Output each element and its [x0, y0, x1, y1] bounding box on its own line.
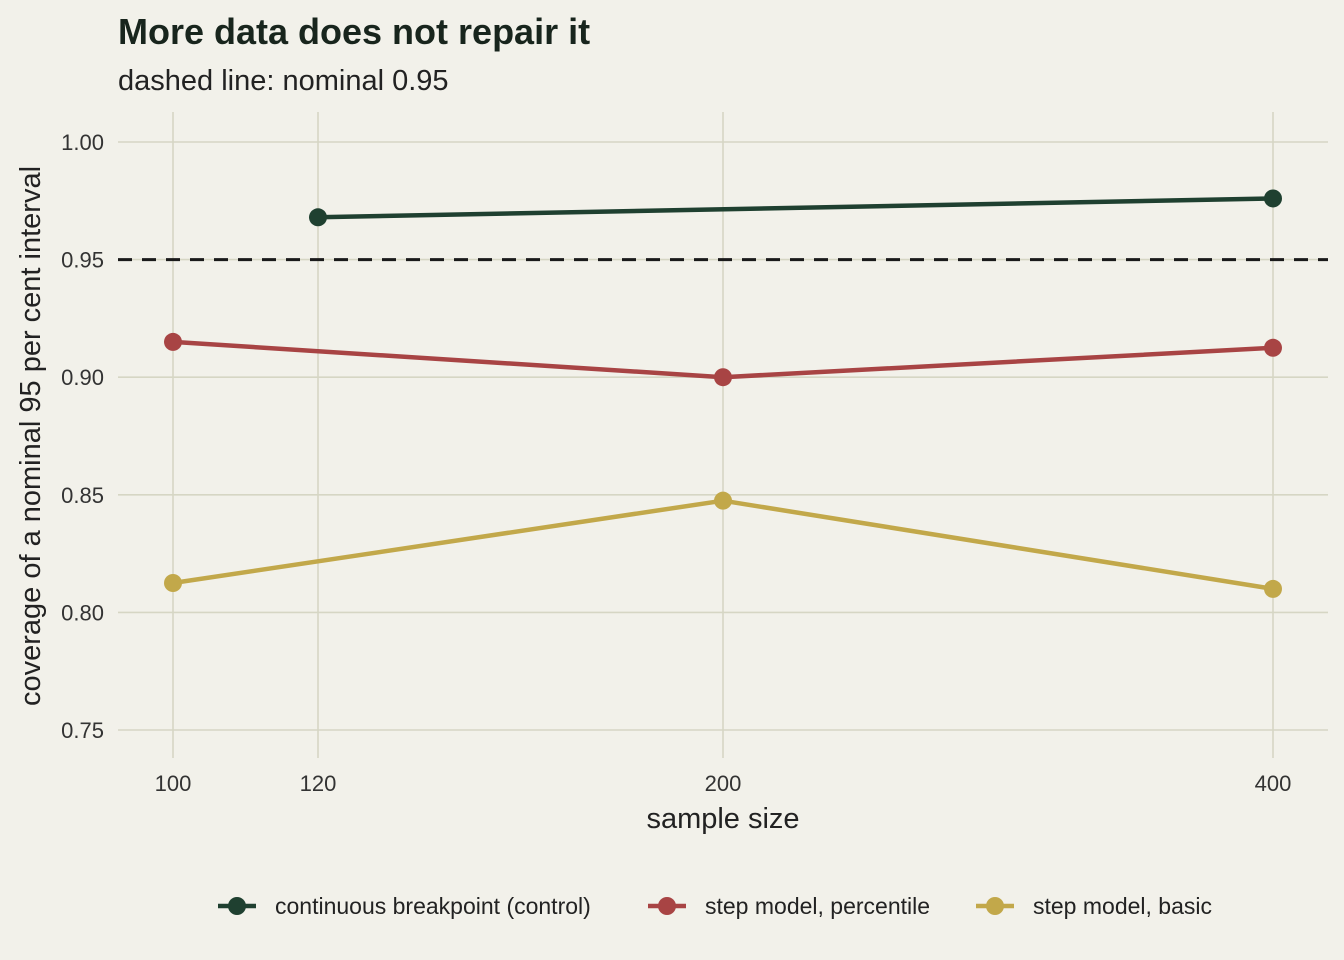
y-tick-label: 0.90 [61, 365, 104, 390]
x-axis-title: sample size [646, 803, 799, 835]
x-tick-label: 100 [155, 771, 192, 796]
data-point [1264, 338, 1282, 357]
x-tick-label: 200 [705, 771, 742, 796]
series-line [317, 196, 1274, 220]
data-point [1264, 189, 1282, 208]
chart-subtitle: dashed line: nominal 0.95 [118, 65, 449, 97]
legend-swatch-point [228, 897, 246, 915]
data-point [164, 332, 182, 351]
data-point [164, 574, 182, 592]
data-point [309, 208, 327, 227]
x-tick-label: 400 [1255, 771, 1292, 796]
data-point [714, 368, 732, 387]
legend-label: continuous breakpoint (control) [275, 893, 591, 919]
legend: continuous breakpoint (control) step mode… [218, 893, 1212, 919]
y-tick-label: 0.80 [61, 600, 104, 625]
x-tick-label: 120 [300, 771, 337, 796]
data-point [714, 491, 732, 510]
series-layer [164, 189, 1282, 598]
legend-swatch-point [658, 897, 676, 915]
legend-item: step model, basic [976, 893, 1212, 919]
legend-label: step model, percentile [705, 893, 930, 919]
y-tick-label: 0.85 [61, 483, 104, 508]
y-tick-label: 0.75 [61, 718, 104, 743]
series-2 [164, 491, 1282, 598]
series-1 [164, 332, 1282, 387]
legend-swatch-point [986, 897, 1004, 915]
y-axis: 0.75 0.80 0.85 0.90 0.95 1.00 [61, 130, 104, 743]
legend-label: step model, basic [1033, 893, 1212, 919]
chart-title: More data does not repair it [118, 11, 590, 52]
data-point [1264, 579, 1282, 598]
y-tick-label: 0.95 [61, 248, 104, 273]
legend-item: step model, percentile [648, 893, 930, 919]
legend-item: continuous breakpoint (control) [218, 893, 591, 919]
y-tick-label: 1.00 [61, 130, 104, 155]
series-0 [309, 189, 1282, 227]
y-axis-title: coverage of a nominal 95 per cent interv… [15, 166, 47, 706]
x-axis: 100 120 200 400 [155, 771, 1292, 796]
